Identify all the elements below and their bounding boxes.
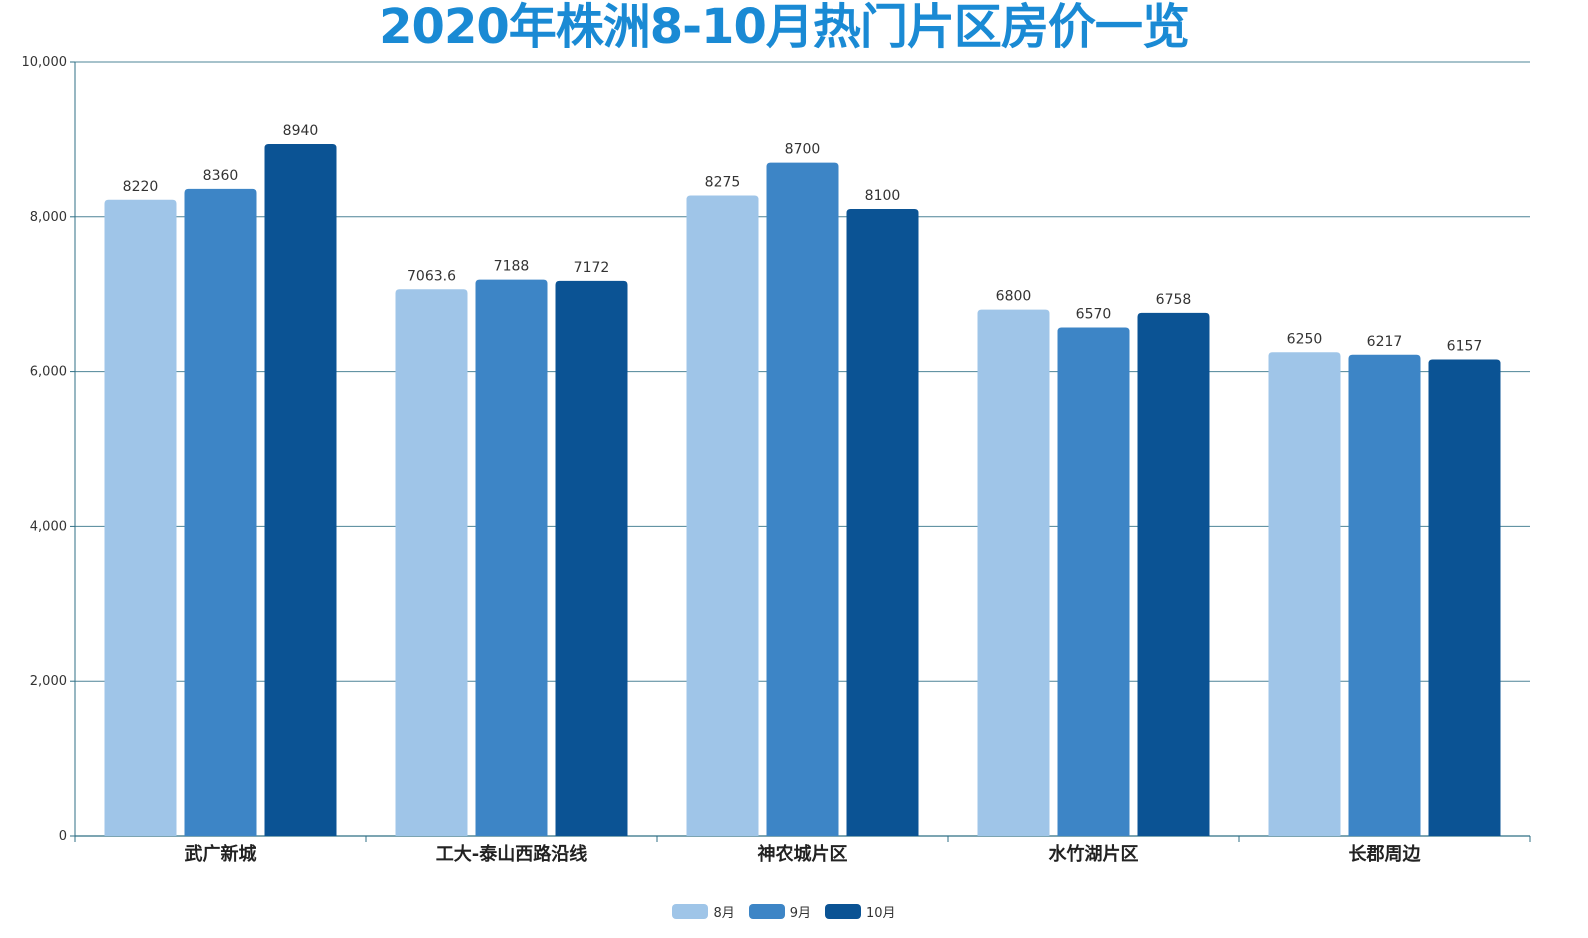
bar-value-label: 8275 bbox=[705, 175, 741, 191]
bar bbox=[1348, 354, 1421, 836]
bar-value-label: 6157 bbox=[1447, 338, 1483, 354]
bar bbox=[1057, 327, 1130, 836]
bar-chart: 0 2,000 4,000 6,000 8,000 10,000 8220 8360 8940 武… bbox=[22, 55, 1531, 865]
bar-value-label: 8100 bbox=[865, 188, 901, 204]
legend-swatch bbox=[748, 904, 785, 919]
legend-item[interactable]: 9月 bbox=[748, 902, 811, 921]
y-tick-label: 6,000 bbox=[30, 365, 67, 380]
bar bbox=[977, 309, 1050, 836]
y-tick-label: 0 bbox=[59, 829, 67, 844]
bar bbox=[766, 162, 839, 836]
bar bbox=[395, 289, 468, 837]
legend-label: 9月 bbox=[789, 906, 811, 921]
category-label: 武广新城 bbox=[185, 843, 257, 865]
bar-value-label: 8360 bbox=[203, 168, 239, 184]
bar-value-label: 8700 bbox=[785, 142, 821, 158]
y-tick-label: 2,000 bbox=[30, 674, 67, 689]
chart-title: 2020年株洲8-10月热门片区房价一览 bbox=[379, 0, 1190, 55]
bar-value-label: 7063.6 bbox=[407, 268, 456, 284]
bar bbox=[475, 279, 548, 836]
bar-value-label: 6758 bbox=[1156, 292, 1192, 308]
legend-label: 8月 bbox=[713, 906, 735, 921]
bar bbox=[264, 144, 337, 836]
bar-value-label: 6217 bbox=[1367, 334, 1403, 350]
legend-item[interactable]: 10月 bbox=[825, 902, 896, 921]
bar bbox=[1428, 359, 1501, 836]
bar bbox=[555, 280, 628, 836]
bar-value-label: 6250 bbox=[1287, 331, 1323, 347]
bar bbox=[1268, 352, 1341, 836]
bar-value-label: 6570 bbox=[1076, 306, 1112, 322]
category-label: 工大-泰山西路沿线 bbox=[436, 843, 587, 865]
bar bbox=[686, 195, 759, 836]
y-tick-label: 8,000 bbox=[30, 210, 67, 225]
bar bbox=[846, 209, 919, 836]
bar bbox=[1137, 312, 1210, 836]
bar-value-label: 8940 bbox=[283, 123, 319, 139]
legend-item[interactable]: 8月 bbox=[672, 902, 735, 921]
y-tick-label: 10,000 bbox=[22, 55, 68, 70]
bar bbox=[104, 199, 177, 837]
bar-value-label: 8220 bbox=[123, 179, 159, 195]
bar-value-label: 7188 bbox=[494, 259, 530, 275]
category-label: 神农城片区 bbox=[758, 843, 848, 865]
category-label: 长郡周边 bbox=[1349, 844, 1422, 865]
category-label: 水竹湖片区 bbox=[1049, 843, 1139, 865]
y-tick-label: 4,000 bbox=[30, 519, 67, 534]
legend-label: 10月 bbox=[866, 906, 896, 921]
bar-value-label: 7172 bbox=[574, 260, 610, 276]
bar bbox=[184, 188, 257, 836]
legend-swatch bbox=[825, 904, 861, 919]
bar-value-label: 6800 bbox=[996, 289, 1032, 305]
chart-legend: 8月 9月 10月 bbox=[0, 902, 1568, 921]
legend-swatch bbox=[672, 904, 709, 919]
